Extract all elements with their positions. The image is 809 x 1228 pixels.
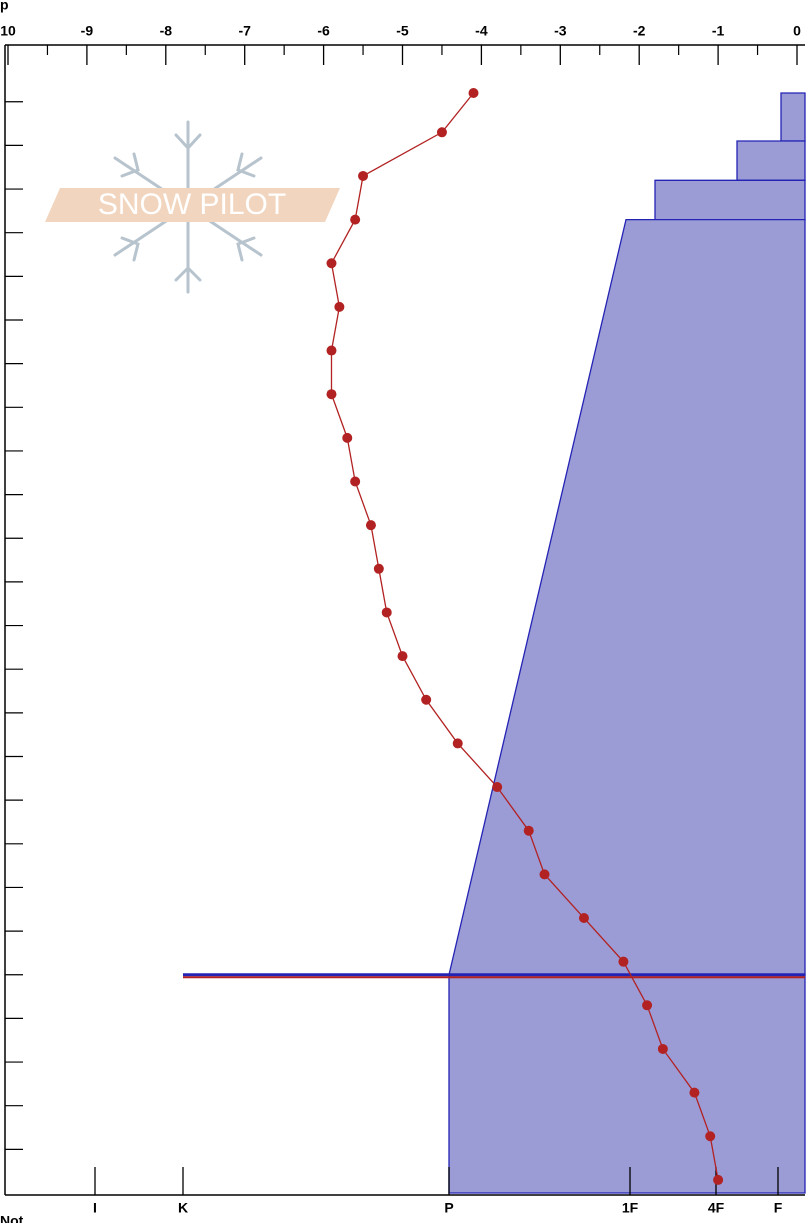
temperature-point bbox=[358, 170, 369, 181]
temp-tick-label: -7 bbox=[238, 23, 251, 39]
temperature-point bbox=[381, 607, 392, 618]
hardness-tick-label: 4F bbox=[708, 1200, 725, 1216]
temperature-point bbox=[397, 651, 408, 662]
temperature-point bbox=[657, 1043, 668, 1054]
header-text: p bbox=[0, 0, 9, 13]
temp-tick-label: -1 bbox=[712, 23, 725, 39]
temperature-point bbox=[365, 520, 376, 531]
temperature-point bbox=[373, 563, 384, 574]
hardness-layer bbox=[736, 140, 806, 181]
temperature-point bbox=[642, 1000, 653, 1011]
temperature-point bbox=[350, 214, 361, 225]
hardness-layer bbox=[448, 974, 806, 1194]
hardness-tick-label: P bbox=[444, 1200, 453, 1216]
hardness-layer bbox=[448, 218, 806, 976]
temperature-point bbox=[350, 476, 361, 487]
hardness-layer bbox=[654, 179, 806, 221]
temperature-line bbox=[330, 92, 719, 1181]
hardness-tick-label: K bbox=[178, 1200, 188, 1216]
temperature-point bbox=[539, 869, 550, 880]
hardness-tick-label: F bbox=[774, 1200, 783, 1216]
temperature-point bbox=[705, 1131, 716, 1142]
temperature-point bbox=[334, 301, 345, 312]
temperature-point bbox=[421, 694, 432, 705]
temperature-point bbox=[689, 1087, 700, 1098]
temperature-point bbox=[523, 825, 534, 836]
logo-band bbox=[45, 188, 340, 222]
hardness-layer bbox=[780, 92, 806, 142]
temp-tick-label: -6 bbox=[317, 23, 330, 39]
temperature-point bbox=[436, 127, 447, 138]
temp-tick-label: 10 bbox=[0, 23, 16, 39]
temp-tick-label: -8 bbox=[160, 23, 173, 39]
temperature-point bbox=[326, 389, 337, 400]
logo: SNOW PILOT bbox=[45, 120, 340, 294]
temp-tick-label: -2 bbox=[633, 23, 646, 39]
temperature-point bbox=[468, 88, 479, 99]
temperature-point bbox=[578, 913, 589, 924]
temp-tick-label: -4 bbox=[475, 23, 488, 39]
hardness-tick-label: 1F bbox=[622, 1200, 639, 1216]
temp-tick-label: 0 bbox=[793, 23, 801, 39]
temperature-point bbox=[492, 782, 503, 793]
footer-text: Not bbox=[0, 1213, 24, 1223]
hardness-tick-label: I bbox=[93, 1200, 97, 1216]
temperature-point bbox=[326, 258, 337, 269]
temperature-point bbox=[342, 432, 353, 443]
temp-tick-label: -5 bbox=[396, 23, 409, 39]
logo-text: SNOW PILOT bbox=[98, 188, 286, 221]
temperature-point bbox=[713, 1174, 724, 1185]
temperature-point bbox=[618, 956, 629, 967]
temp-tick-label: -9 bbox=[81, 23, 94, 39]
temperature-point bbox=[452, 738, 463, 749]
temperature-point bbox=[326, 345, 337, 356]
temp-tick-label: -3 bbox=[554, 23, 567, 39]
